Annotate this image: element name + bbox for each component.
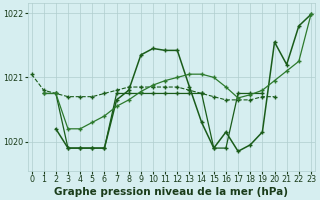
X-axis label: Graphe pression niveau de la mer (hPa): Graphe pression niveau de la mer (hPa) xyxy=(54,187,288,197)
